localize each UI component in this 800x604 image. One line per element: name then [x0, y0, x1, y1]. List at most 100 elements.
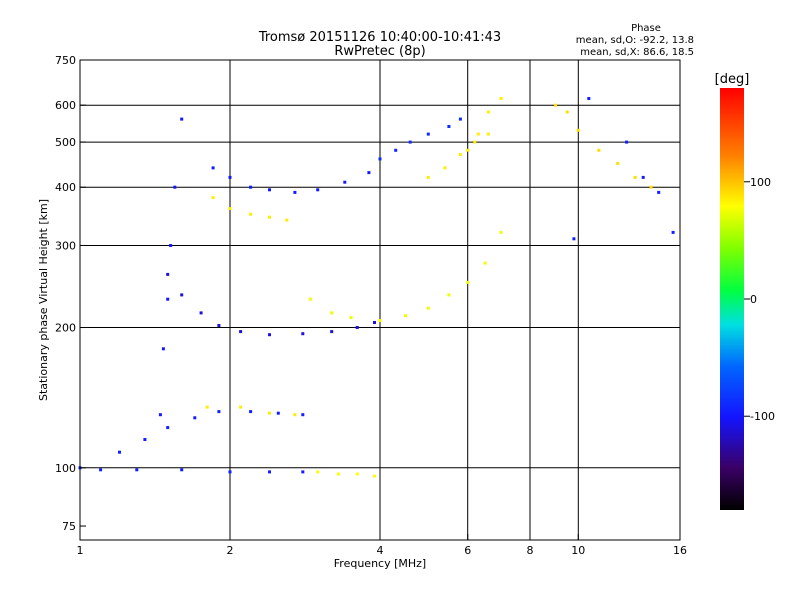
data-point-6-2 — [408, 140, 412, 144]
data-point-2-3 — [169, 244, 173, 247]
y-axis-label: Stationary phase Virtual Height [km] — [37, 199, 50, 401]
data-point-7-1 — [443, 166, 447, 170]
data-point-4-3 — [378, 319, 382, 323]
data-point-10-3 — [268, 215, 271, 219]
x-axis-ticks: 1 2 4 6 8 10 16 — [77, 534, 687, 557]
y-tick-label-5: 500 — [55, 136, 76, 149]
data-point-13-1 — [587, 97, 591, 100]
data-point-11-2 — [486, 110, 490, 114]
data-point-9-3 — [293, 413, 297, 417]
data-point-11-0 — [466, 148, 470, 152]
data-point-0-4 — [228, 470, 232, 474]
y-axis-ticks: 75 100 200 300 400 500 600 750 — [55, 54, 86, 533]
data-point-6-1 — [394, 148, 398, 152]
data-point-0-5 — [268, 470, 271, 474]
data-point-3-4 — [239, 330, 243, 334]
data-point-3-6 — [301, 332, 305, 336]
data-point-11-1 — [476, 132, 480, 136]
data-point-3-9 — [373, 321, 376, 324]
data-point-10-1 — [228, 207, 232, 211]
grid-lines — [80, 60, 680, 540]
x-tick-label-0: 1 — [77, 544, 84, 557]
data-point-2-1 — [161, 347, 165, 351]
data-point-8-4 — [217, 410, 221, 414]
data-point-12-3 — [597, 148, 601, 152]
data-point-7-0 — [426, 175, 430, 179]
data-point-4-0 — [308, 297, 312, 301]
data-point-8-5 — [249, 410, 253, 414]
data-point-3-7 — [330, 330, 334, 334]
x-tick-label-4: 8 — [527, 544, 534, 557]
colorbar: [deg] -100 0 100 — [715, 72, 775, 510]
data-point-5-0 — [211, 166, 215, 170]
data-point-5-5 — [316, 188, 320, 192]
data-point-13-2 — [625, 140, 629, 144]
data-point-4-8 — [483, 261, 487, 265]
data-points — [78, 97, 675, 478]
data-point-3-2 — [199, 311, 203, 315]
phase-stats-x: mean, sd,X: 86.6, 18.5 — [580, 47, 694, 58]
data-point-12-2 — [576, 128, 580, 132]
y-tick-label-3: 300 — [55, 239, 76, 252]
data-point-13-3 — [641, 175, 645, 179]
x-tick-label-3: 6 — [464, 544, 471, 557]
colorbar-tick-label-2: 100 — [750, 176, 771, 189]
chart-title: Tromsø 20151126 10:40:00-10:41:43 — [258, 30, 501, 45]
y-tick-label-2: 200 — [55, 322, 76, 335]
data-point-3-1 — [180, 293, 184, 297]
data-point-11-3 — [499, 97, 503, 100]
x-axis-label: Frequency [MHz] — [334, 557, 426, 570]
data-point-4-9 — [499, 230, 503, 234]
y-tick-label-6: 600 — [55, 99, 76, 112]
data-point-12-0 — [554, 103, 557, 107]
data-point-2-0 — [158, 413, 162, 417]
x-tick-label-1: 2 — [227, 544, 234, 557]
y-tick-label-7: 750 — [55, 54, 76, 67]
phase-stats-o: mean, sd,O: -92.2, 13.8 — [576, 35, 694, 46]
data-point-8-2 — [166, 426, 170, 430]
data-point-4-4 — [404, 314, 407, 318]
data-point-7-2 — [458, 153, 462, 157]
data-point-2-4 — [173, 185, 177, 189]
data-point-3-3 — [217, 324, 221, 327]
y-tick-label-4: 400 — [55, 181, 76, 194]
data-point-4-2 — [349, 316, 353, 320]
data-point-3-8 — [355, 326, 359, 329]
data-point-6-0 — [378, 157, 382, 161]
data-point-3-0 — [166, 272, 170, 276]
colorbar-gradient — [720, 88, 744, 510]
chart-subtitle: RwPretec (8p) — [334, 44, 425, 59]
data-point-6-3 — [426, 132, 430, 136]
data-point-10-0 — [211, 196, 215, 200]
data-point-1-0 — [316, 470, 320, 474]
colorbar-ticks: -100 0 100 — [744, 176, 775, 423]
data-point-0-3 — [180, 468, 184, 472]
data-point-10-2 — [249, 212, 253, 216]
x-tick-label-5: 10 — [571, 544, 585, 557]
data-point-5-7 — [367, 171, 371, 175]
data-point-5-4 — [293, 190, 297, 194]
data-point-0-6 — [301, 470, 305, 474]
data-point-13-5 — [671, 230, 675, 234]
x-tick-label-6: 16 — [673, 544, 687, 557]
data-point-6-5 — [458, 117, 462, 121]
data-point-12-1 — [565, 110, 569, 114]
y-tick-label-0: 75 — [62, 520, 76, 533]
data-point-5-6 — [343, 180, 347, 184]
data-point-8-6 — [276, 411, 280, 415]
data-point-8-3 — [193, 416, 197, 420]
phase-stats-title: Phase — [631, 23, 661, 34]
colorbar-tick-label-1: 0 — [750, 293, 757, 306]
data-point-8-1 — [143, 438, 147, 441]
data-point-5-1 — [228, 175, 232, 179]
data-point-4-7 — [466, 280, 470, 284]
data-point-9-2 — [268, 411, 271, 415]
data-point-3-5 — [268, 333, 271, 337]
data-point-2-2 — [166, 297, 170, 301]
data-point-0-2 — [135, 468, 139, 472]
data-point-6-4 — [447, 125, 451, 128]
colorbar-tick-label-0: -100 — [750, 410, 775, 423]
data-point-9-0 — [205, 405, 209, 409]
